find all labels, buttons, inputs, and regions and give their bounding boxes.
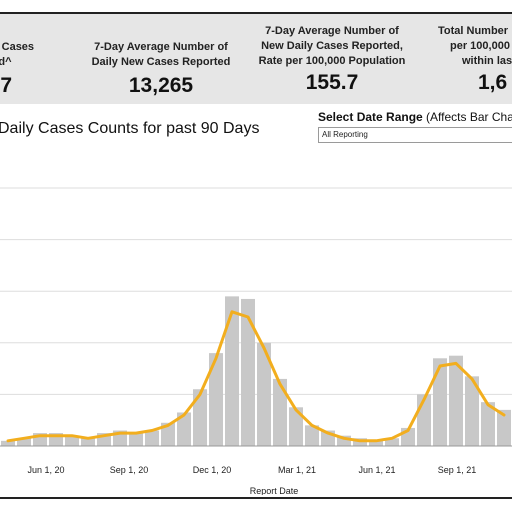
bar-24 xyxy=(385,438,399,446)
bar-16 xyxy=(257,342,271,446)
bar-30 xyxy=(481,402,495,446)
stat-7day-average-label: 7-Day Average Number of Daily New Cases R… xyxy=(91,41,231,68)
x-tick-label-0: Jun 1, 20 xyxy=(27,465,64,475)
daily-cases-chart: Jun 1, 20 Sep 1, 20 Dec 1, 20 Mar 1, 21 Jun … xyxy=(0,187,512,495)
bar-1 xyxy=(17,438,31,446)
bar-8 xyxy=(129,433,143,446)
stat-total-per-100k-label: Total Number per 100,000 within las xyxy=(438,25,512,67)
stat-7day-average-value: 13,265 xyxy=(128,74,194,97)
dashboard-frame xyxy=(0,12,512,499)
date-range-select[interactable]: All Reporting xyxy=(318,127,512,143)
bar-0 xyxy=(1,440,15,446)
date-range-label-bold: Select Date Range xyxy=(318,110,423,124)
x-tick-label-5: Sep 1, 21 xyxy=(438,465,477,475)
x-tick-label-3: Mar 1, 21 xyxy=(278,465,316,475)
x-tick-label-1: Sep 1, 20 xyxy=(110,465,149,475)
bar-17 xyxy=(273,378,287,446)
bar-12 xyxy=(193,389,207,446)
stat-rate-per-100k: 7-Day Average Number of New Daily Cases R… xyxy=(252,24,412,95)
chart-title: Daily Cases Counts for past 90 Days xyxy=(0,120,260,137)
date-range-label: Select Date Range (Affects Bar Cha xyxy=(318,110,512,124)
bar-27 xyxy=(433,358,447,446)
bar-13 xyxy=(209,353,223,446)
bar-11 xyxy=(177,412,191,446)
bar-31 xyxy=(497,409,511,446)
stat-new-cases-value: 7 xyxy=(0,74,12,97)
date-range-label-rest: (Affects Bar Cha xyxy=(422,110,512,124)
bar-10 xyxy=(161,422,175,446)
bar-29 xyxy=(465,376,479,446)
bar-28 xyxy=(449,355,463,446)
x-axis-ticks: Jun 1, 20 Sep 1, 20 Dec 1, 20 Mar 1, 21 Jun … xyxy=(27,465,476,475)
stat-total-per-100k: Total Number per 100,000 within las 1,6 xyxy=(432,24,512,95)
x-axis-title: Report Date xyxy=(250,486,299,495)
bar-9 xyxy=(145,430,159,446)
x-tick-label-2: Dec 1, 20 xyxy=(193,465,232,475)
bar-5 xyxy=(81,438,95,446)
bar-4 xyxy=(65,435,79,446)
x-tick-label-4: Jun 1, 21 xyxy=(358,465,395,475)
bar-19 xyxy=(305,425,319,446)
stat-rate-per-100k-label: 7-Day Average Number of New Daily Cases R… xyxy=(258,25,406,67)
stat-total-per-100k-value: 1,6 xyxy=(478,71,508,94)
bar-23 xyxy=(369,440,383,446)
bar-21 xyxy=(337,435,351,446)
stat-rate-per-100k-value: 155.7 xyxy=(305,71,359,94)
bar-14 xyxy=(225,296,239,446)
stat-7day-average: 7-Day Average Number of Daily New Cases R… xyxy=(86,40,236,98)
bar-18 xyxy=(289,407,303,446)
seven-day-average-line xyxy=(6,310,506,443)
bar-15 xyxy=(241,298,255,446)
